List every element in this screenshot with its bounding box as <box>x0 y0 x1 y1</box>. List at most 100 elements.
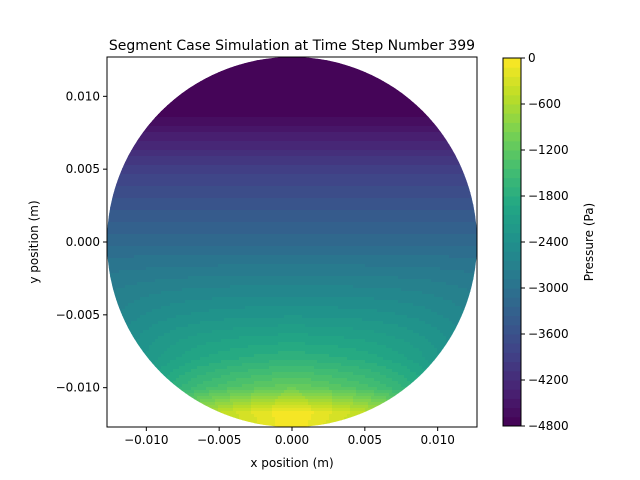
contour-cell <box>239 108 243 112</box>
contour-cell <box>344 81 348 85</box>
contour-cell <box>143 201 147 205</box>
contour-cell <box>248 69 252 73</box>
contour-cell <box>278 207 282 211</box>
contour-cell <box>254 57 258 61</box>
contour-cell <box>368 186 372 190</box>
contour-cell <box>374 174 378 178</box>
contour-cell <box>317 165 321 169</box>
contour-cell <box>404 156 408 160</box>
contour-cell <box>395 147 399 151</box>
contour-cell <box>317 198 321 202</box>
contour-cell <box>125 168 129 172</box>
contour-cell <box>215 201 219 205</box>
contour-cell <box>155 135 159 139</box>
contour-cell <box>437 195 441 199</box>
contour-cell <box>200 99 204 103</box>
contour-cell <box>443 135 447 139</box>
contour-cell <box>434 189 438 193</box>
contour-cell <box>401 183 405 187</box>
contour-cell <box>317 150 321 154</box>
chart-title: Segment Case Simulation at Time Step Num… <box>109 38 475 54</box>
contour-cell <box>323 132 327 136</box>
contour-cell <box>323 195 327 199</box>
contour-cell <box>314 189 318 193</box>
contour-cell <box>242 66 246 70</box>
contour-cell <box>350 180 354 184</box>
contour-cell <box>356 96 360 100</box>
contour-cell <box>407 132 411 136</box>
contour-cell <box>215 114 219 118</box>
contour-cell <box>272 72 276 76</box>
contour-cell <box>125 189 129 193</box>
contour-cell <box>317 66 321 70</box>
contour-cell <box>254 177 258 181</box>
contour-cell <box>245 201 249 205</box>
contour-cell <box>185 150 189 154</box>
contour-cell <box>362 99 366 103</box>
contour-cell <box>233 66 237 70</box>
contour-cell <box>278 69 282 73</box>
contour-cell <box>239 123 243 127</box>
contour-cell <box>380 156 384 160</box>
contour-cell <box>140 198 144 202</box>
contour-cell <box>377 132 381 136</box>
contour-cell <box>167 135 171 139</box>
contour-cell <box>221 84 225 88</box>
contour-cell <box>416 174 420 178</box>
contour-cell <box>146 186 150 190</box>
contour-cell <box>332 126 336 130</box>
contour-cell <box>185 138 189 142</box>
contour-cell <box>251 141 255 145</box>
contour-cell <box>314 159 318 163</box>
contour-cell <box>323 207 327 211</box>
contour-cell <box>116 207 120 211</box>
contour-cell <box>191 144 195 148</box>
contour-cell <box>131 165 135 169</box>
contour-cell <box>251 57 255 61</box>
contour-cell <box>323 93 327 97</box>
contour-cell <box>161 135 165 139</box>
contour-cell <box>191 165 195 169</box>
contour-cell <box>260 168 264 172</box>
contour-cell <box>377 150 381 154</box>
contour-cell <box>437 177 441 181</box>
contour-cell <box>386 153 390 157</box>
contour-cell <box>236 204 240 208</box>
contour-cell <box>206 84 210 88</box>
contour-cell <box>263 69 267 73</box>
contour-cell <box>350 150 354 154</box>
contour-cell <box>410 162 414 166</box>
contour-cell <box>410 123 414 127</box>
contour-cell <box>353 81 357 85</box>
contour-cell <box>260 138 264 142</box>
contour-cell <box>389 180 393 184</box>
contour-cell <box>470 186 474 190</box>
contour-cell <box>125 192 129 196</box>
contour-cell <box>140 189 144 193</box>
contour-cell <box>140 150 144 154</box>
contour-cell <box>227 174 231 178</box>
contour-cell <box>290 96 294 100</box>
contour-cell <box>248 141 252 145</box>
contour-cell <box>368 180 372 184</box>
contour-cell <box>338 186 342 190</box>
contour-cell <box>209 180 213 184</box>
contour-cell <box>236 207 240 211</box>
contour-cell <box>323 198 327 202</box>
contour-cell <box>320 132 324 136</box>
contour-cell <box>383 159 387 163</box>
contour-cell <box>245 78 249 82</box>
contour-cell <box>239 138 243 142</box>
contour-cell <box>302 150 306 154</box>
contour-cell <box>248 180 252 184</box>
contour-cell <box>263 168 267 172</box>
contour-cell <box>353 201 357 205</box>
contour-cell <box>395 195 399 199</box>
contour-cell <box>284 204 288 208</box>
contour-cell <box>323 153 327 157</box>
contour-cell <box>323 162 327 166</box>
contour-cell <box>413 192 417 196</box>
contour-cell <box>281 93 285 97</box>
contour-cell <box>191 162 195 166</box>
contour-cell <box>290 144 294 148</box>
